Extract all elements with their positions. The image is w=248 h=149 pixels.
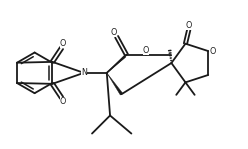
- Text: O: O: [60, 97, 66, 106]
- Text: N: N: [81, 68, 87, 77]
- Text: O: O: [111, 28, 117, 37]
- Polygon shape: [107, 73, 123, 95]
- Text: O: O: [143, 46, 149, 55]
- Text: O: O: [60, 39, 66, 48]
- Polygon shape: [107, 56, 125, 73]
- Text: O: O: [186, 21, 192, 30]
- Text: O: O: [209, 47, 216, 56]
